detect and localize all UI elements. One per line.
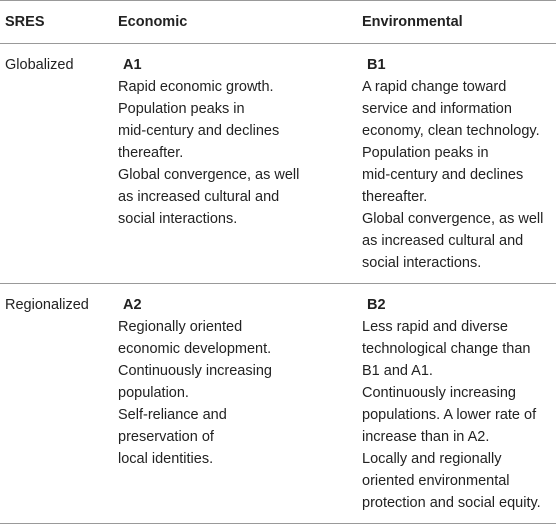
scenario-cell: A2 Regionally oriented economic developmen… <box>118 284 362 524</box>
text-line: local identities. <box>118 451 214 467</box>
table-row: Regionalized A2 Regionally oriented economi… <box>0 284 556 524</box>
scenario-cell: A1 Rapid economic growth. Population peaks… <box>118 44 362 284</box>
scenario-cell: B1 A rapid change toward service and infor… <box>362 44 556 284</box>
column-header: Environmental <box>362 14 463 30</box>
text-line: population. <box>118 385 189 401</box>
text-line: Continuously increasing <box>362 385 516 401</box>
text-line: populations. A lower rate of <box>362 407 537 423</box>
scenario-heading: B1 <box>367 57 386 73</box>
text-line: Less rapid and diverse <box>362 319 508 335</box>
text-line: as increased cultural and <box>362 233 524 249</box>
text-line: Population peaks in <box>362 145 489 161</box>
text-line: mid-century and declines <box>362 167 524 183</box>
scenario-heading: B2 <box>367 297 386 313</box>
text-line: mid-century and declines <box>118 123 280 139</box>
text-line: service and information <box>362 101 512 117</box>
scenario-cell: B2 Less rapid and diverse technological ch… <box>362 284 556 524</box>
text-line: Global convergence, as well <box>118 167 300 183</box>
row-label: Regionalized <box>5 297 89 313</box>
column-header: SRES <box>5 14 45 30</box>
text-line: Rapid economic growth. <box>118 79 274 95</box>
text-line: Global convergence, as well <box>362 211 544 227</box>
text-line: Continuously increasing <box>118 363 272 379</box>
text-line: preservation of <box>118 429 214 445</box>
text-line: social interactions. <box>118 211 238 227</box>
text-line: social interactions. <box>362 255 482 271</box>
text-line: oriented environmental <box>362 473 510 489</box>
text-line: Self-reliance and <box>118 407 227 423</box>
text-line: increase than in A2. <box>362 429 490 445</box>
text-line: economy, clean technology. <box>362 123 540 139</box>
table-row: Globalized A1 Rapid economic growth. Popula… <box>0 44 556 284</box>
text-line: thereafter. <box>118 145 184 161</box>
scenario-heading: A2 <box>123 297 142 313</box>
text-line: technological change than <box>362 341 531 357</box>
scenario-heading: A1 <box>123 57 142 73</box>
column-header: Economic <box>118 14 188 30</box>
text-line: protection and social equity. <box>362 495 541 511</box>
text-line: B1 and A1. <box>362 363 433 379</box>
text-line: as increased cultural and <box>118 189 280 205</box>
text-line: economic development. <box>118 341 272 357</box>
header-row: SRES Economic Environmental <box>0 0 556 44</box>
text-line: A rapid change toward <box>362 79 507 95</box>
text-line: thereafter. <box>362 189 428 205</box>
text-line: Locally and regionally <box>362 451 502 467</box>
text-line: Population peaks in <box>118 101 245 117</box>
row-label: Globalized <box>5 57 74 73</box>
text-line: Regionally oriented <box>118 319 243 335</box>
